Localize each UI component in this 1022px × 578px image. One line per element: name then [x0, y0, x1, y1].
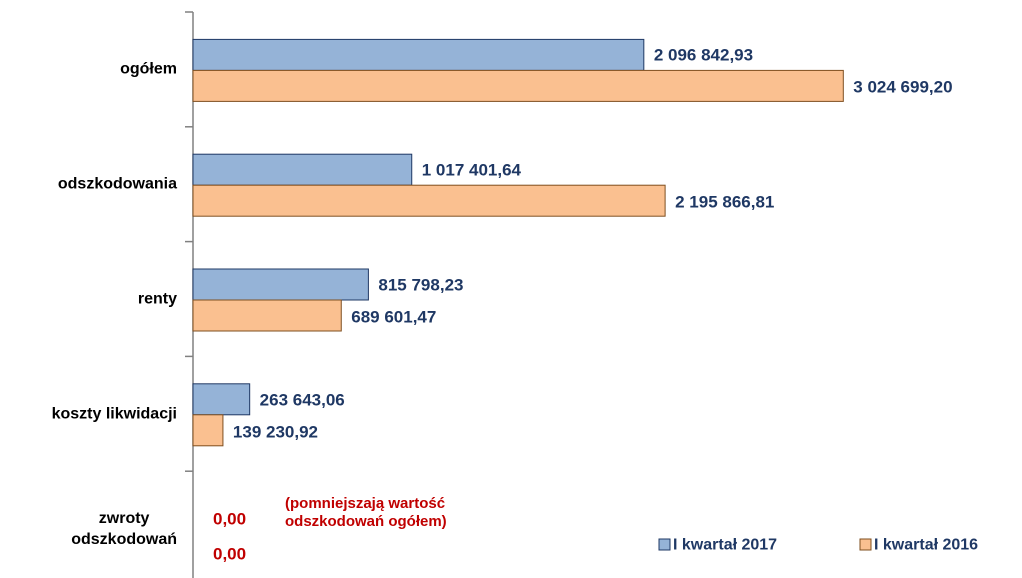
legend-swatch: [859, 538, 872, 551]
category-label: odszkodowania: [57, 175, 177, 193]
value-label: 0,00: [213, 544, 247, 564]
legend-label: I kwartał 2016: [874, 536, 979, 554]
category-label: renty: [137, 290, 177, 308]
value-label: 815 798,23: [378, 275, 464, 295]
annotation: (pomniejszają wartość odszkodowań ogółem…: [285, 494, 447, 530]
category-label: koszty likwidacji: [51, 405, 177, 423]
value-label: 2 195 866,81: [675, 192, 775, 212]
bar: [192, 299, 342, 332]
value-label: 2 096 842,93: [653, 45, 754, 65]
value-label: 0,00: [213, 509, 247, 529]
bar: [192, 38, 645, 71]
value-label: 263 643,06: [259, 390, 345, 410]
value-label: 1 017 401,64: [421, 160, 521, 180]
value-label: 689 601,47: [351, 307, 437, 327]
category-label: ogółem: [120, 60, 177, 78]
value-label: 139 230,92: [232, 422, 319, 442]
bar: [192, 69, 844, 102]
bar: [192, 268, 369, 301]
bar: [192, 184, 666, 217]
bar: [192, 383, 251, 416]
bar: [192, 153, 413, 186]
category-label: zwroty odszkodowań: [71, 509, 177, 548]
value-label: 3 024 699,20: [853, 77, 953, 97]
bar: [192, 414, 224, 447]
legend-label: I kwartał 2017: [673, 536, 778, 554]
legend-swatch: [658, 538, 671, 551]
